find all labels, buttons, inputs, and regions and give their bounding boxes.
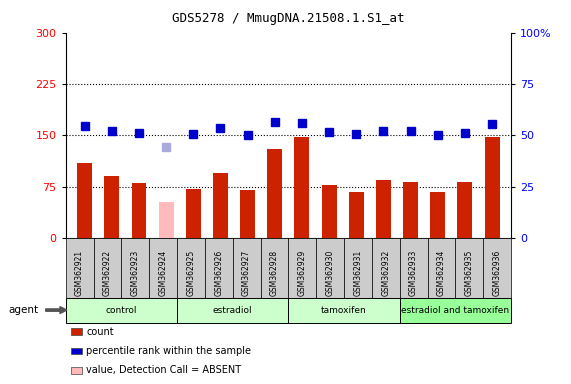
Bar (403, 182, 418, 238)
Text: count: count (86, 327, 114, 337)
Text: value, Detection Call = ABSENT: value, Detection Call = ABSENT (86, 365, 242, 375)
Text: GSM362936: GSM362936 (493, 249, 502, 296)
Text: GSM362934: GSM362934 (437, 249, 446, 296)
Bar (485, 137, 500, 238)
Text: estradiol: estradiol (213, 306, 252, 314)
Text: GSM362930: GSM362930 (325, 249, 335, 296)
Bar (295, 137, 309, 238)
Text: percentile rank within the sample: percentile rank within the sample (86, 346, 251, 356)
Text: GSM362928: GSM362928 (270, 250, 279, 296)
Bar (457, 182, 472, 238)
Text: tamoxifen: tamoxifen (321, 306, 367, 314)
Text: GSM362926: GSM362926 (214, 250, 223, 296)
Text: GSM362929: GSM362929 (297, 250, 307, 296)
Bar (349, 192, 364, 238)
Text: GSM362921: GSM362921 (75, 250, 84, 296)
Bar (77, 163, 92, 238)
Text: control: control (106, 306, 137, 314)
Bar (213, 173, 228, 238)
Text: estradiol and tamoxifen: estradiol and tamoxifen (401, 306, 509, 314)
Bar (159, 202, 174, 238)
Text: GSM362924: GSM362924 (159, 250, 168, 296)
Bar (267, 149, 282, 238)
Text: GSM362927: GSM362927 (242, 250, 251, 296)
Text: GSM362932: GSM362932 (381, 250, 391, 296)
Bar (321, 185, 336, 238)
Bar (240, 190, 255, 238)
Bar (376, 180, 391, 238)
Text: GSM362933: GSM362933 (409, 249, 418, 296)
Bar (104, 177, 119, 238)
Text: GSM362923: GSM362923 (131, 250, 140, 296)
Bar (431, 192, 445, 238)
Text: GSM362931: GSM362931 (353, 250, 363, 296)
Text: GSM362925: GSM362925 (186, 250, 195, 296)
Bar (186, 189, 201, 238)
Text: agent: agent (9, 305, 39, 315)
Text: GDS5278 / MmugDNA.21508.1.S1_at: GDS5278 / MmugDNA.21508.1.S1_at (172, 12, 405, 25)
Bar (131, 183, 146, 238)
Text: GSM362922: GSM362922 (103, 250, 112, 296)
Text: GSM362935: GSM362935 (465, 249, 474, 296)
